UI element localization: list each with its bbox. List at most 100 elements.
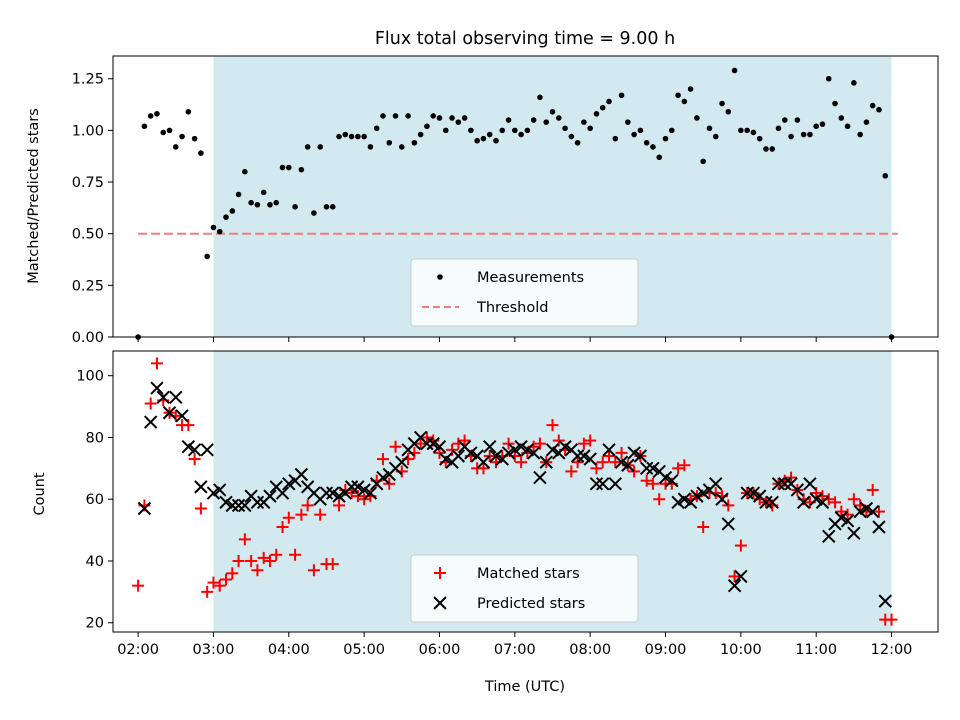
bottom-xtick-label: 09:00 [645, 642, 687, 658]
predicted-star-point [483, 440, 497, 454]
matched-star-point [872, 505, 885, 518]
bottom-xtick-label: 08:00 [569, 642, 611, 658]
measurement-point [731, 67, 738, 74]
predicted-star-point [796, 495, 811, 510]
matched-star-point [376, 453, 389, 466]
measurement-point [574, 139, 581, 146]
measurement-point [267, 201, 273, 208]
predicted-star-point [263, 489, 277, 503]
measurement-point [499, 127, 506, 134]
predicted-star-point [162, 406, 177, 420]
measurement-point [380, 113, 386, 119]
measurement-point [643, 139, 650, 146]
measurement-point [160, 129, 167, 136]
measurement-point [442, 127, 449, 134]
matched-star-point [314, 508, 327, 521]
measurement-point [342, 131, 349, 138]
measurement-point [756, 135, 763, 142]
bottom-xtick-label: 03:00 [193, 642, 235, 658]
measurement-point [524, 127, 531, 134]
measurement-point [838, 115, 845, 121]
predicted-star-point [539, 455, 553, 469]
measurement-point [248, 199, 254, 206]
measurement-point [373, 125, 380, 132]
measurement-point [449, 115, 455, 121]
bottom-axes-frame [112, 350, 939, 633]
bottom-ytick-label: 20 [86, 616, 104, 632]
measurement-point [832, 100, 838, 107]
matched-star-point [420, 431, 433, 444]
bottom-xtick-label: 11:00 [795, 642, 837, 658]
measurement-point [869, 102, 876, 109]
measurement-point [625, 119, 631, 125]
measurement-point [455, 119, 462, 125]
measurement-point [593, 111, 600, 117]
matched-star-point [477, 462, 490, 475]
bottom-ytick-label: 40 [86, 554, 104, 570]
matched-star-point [238, 533, 251, 546]
matched-star-point [383, 477, 396, 490]
matched-star-point [307, 564, 320, 577]
predicted-star-point [847, 526, 861, 540]
measurement-point [367, 144, 374, 150]
matched-star-point [389, 440, 402, 453]
measurement-point [317, 144, 323, 150]
predicted-star-point [200, 443, 214, 457]
measurement-point [386, 139, 393, 146]
measurement-point [311, 210, 317, 216]
legend-measurements-marker [437, 274, 443, 280]
matched-star-point [226, 567, 239, 580]
predicted-stars-series [137, 381, 892, 608]
matched-star-point [866, 483, 879, 496]
predicted-star-point [589, 477, 604, 491]
measurement-point [581, 119, 587, 125]
matched-star-point [257, 551, 270, 564]
measurement-point [738, 127, 744, 134]
measurement-point [675, 92, 681, 99]
measurement-point [599, 104, 606, 111]
matched-star-point [728, 570, 741, 583]
top-ytick-label: 0.00 [72, 330, 104, 346]
measurement-point [555, 115, 562, 121]
matched-star-point [577, 437, 590, 450]
matched-star-point [245, 554, 258, 567]
measurement-point [706, 125, 713, 132]
measurement-point [198, 150, 204, 156]
predicted-star-point [231, 498, 246, 513]
top-chart-title: Flux total observing time = 9.00 h [375, 29, 675, 49]
measurement-point [782, 117, 788, 123]
predicted-star-point [533, 470, 547, 485]
measurement-point [876, 106, 882, 113]
measurement-point [235, 191, 242, 198]
measurement-point [725, 108, 732, 115]
measurement-point [813, 123, 819, 130]
bottom-xtick-label: 10:00 [720, 642, 762, 658]
measurements-series [135, 67, 895, 340]
bottom-xtick-label: 06:00 [419, 642, 461, 658]
legend-predicted-marker [433, 596, 447, 610]
matched-star-point [615, 446, 628, 459]
matched-star-point [628, 465, 641, 478]
matched-star-point [571, 456, 584, 469]
measurement-point [882, 173, 889, 179]
matched-star-point [584, 434, 597, 447]
bottom-xtick-label: 04:00 [268, 642, 310, 658]
measurement-point [530, 117, 537, 123]
predicted-star-point [771, 477, 786, 491]
bottom-legend-box [410, 554, 639, 623]
measurement-point [775, 125, 782, 132]
predicted-star-point [815, 495, 830, 510]
measurement-point [216, 228, 223, 235]
measurement-point [355, 133, 361, 140]
matched-star-point [201, 585, 214, 598]
predicted-star-point [395, 455, 409, 469]
predicted-star-point [137, 501, 152, 516]
measurement-point [681, 98, 688, 105]
measurement-point [474, 137, 480, 144]
measurement-point [794, 117, 801, 123]
measurement-point [417, 131, 424, 138]
matched-star-point [458, 434, 471, 447]
predicted-star-point [143, 415, 158, 429]
top-axes-frame [112, 55, 939, 338]
measurement-point [606, 98, 612, 105]
